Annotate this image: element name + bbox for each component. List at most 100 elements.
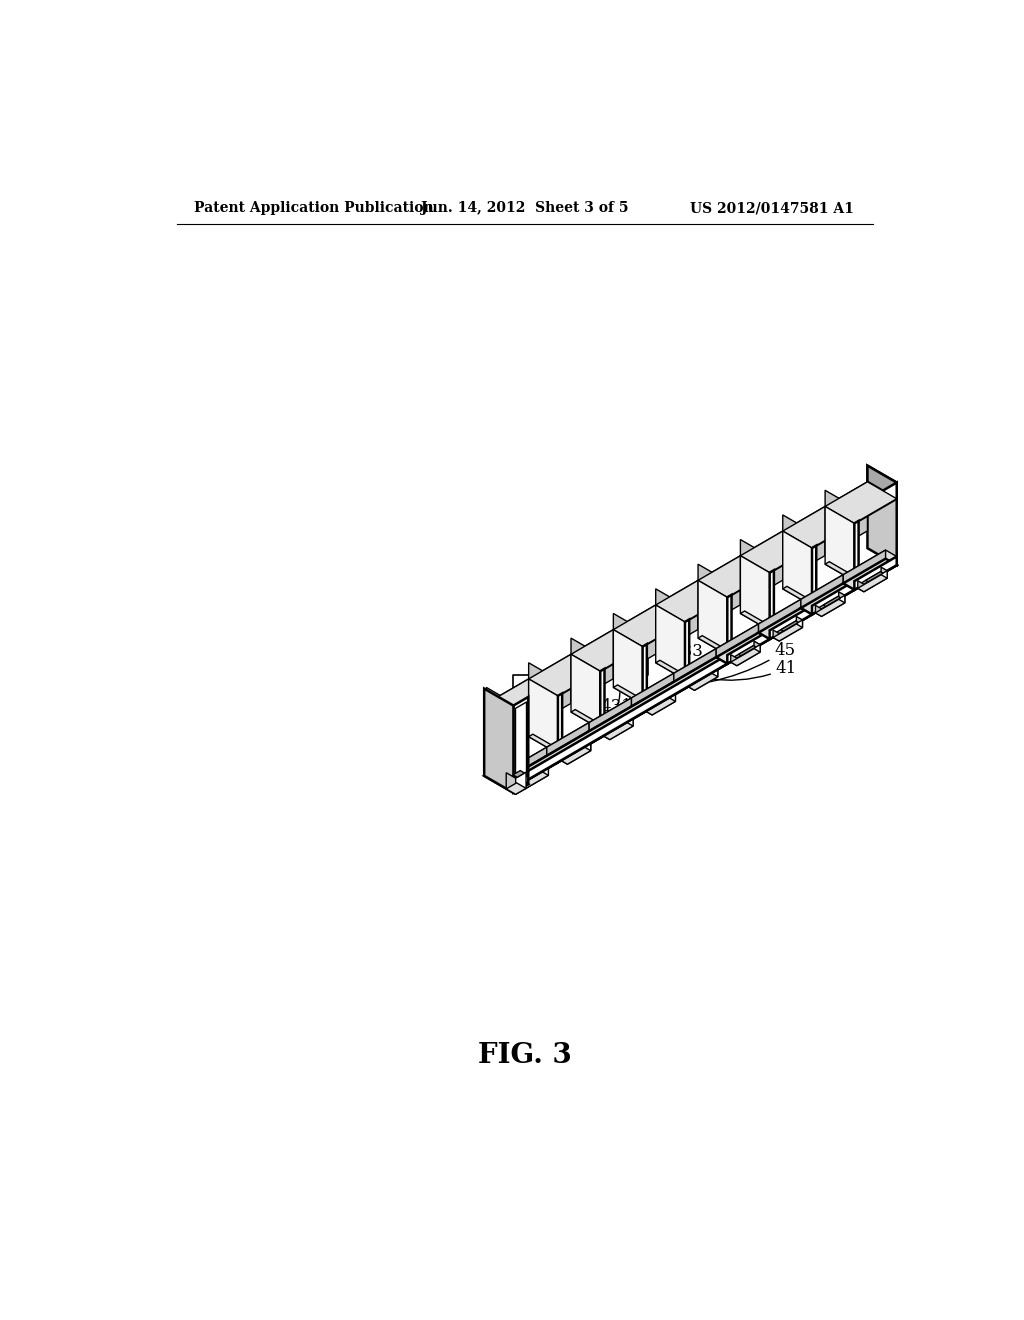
Polygon shape	[643, 680, 685, 713]
Text: 435: 435	[590, 693, 622, 734]
Polygon shape	[854, 521, 858, 581]
Polygon shape	[607, 717, 631, 737]
Polygon shape	[522, 767, 546, 787]
Polygon shape	[558, 655, 600, 696]
Polygon shape	[865, 572, 883, 582]
Polygon shape	[528, 655, 571, 729]
Text: 45: 45	[711, 643, 796, 681]
Polygon shape	[589, 706, 643, 738]
Polygon shape	[797, 616, 803, 627]
Polygon shape	[738, 645, 756, 656]
Polygon shape	[839, 591, 845, 603]
Polygon shape	[571, 630, 643, 671]
Polygon shape	[600, 669, 604, 729]
Polygon shape	[604, 722, 633, 739]
Polygon shape	[506, 783, 526, 795]
Polygon shape	[547, 722, 589, 756]
Polygon shape	[571, 638, 600, 671]
Polygon shape	[782, 507, 825, 581]
Polygon shape	[685, 619, 689, 680]
Polygon shape	[506, 772, 516, 795]
Polygon shape	[674, 648, 727, 680]
Polygon shape	[698, 564, 727, 598]
Polygon shape	[486, 688, 515, 721]
Polygon shape	[770, 532, 812, 573]
Polygon shape	[515, 680, 558, 721]
Polygon shape	[696, 671, 714, 680]
Polygon shape	[698, 636, 731, 655]
Polygon shape	[881, 568, 887, 578]
Polygon shape	[759, 599, 812, 631]
Polygon shape	[727, 595, 731, 655]
Polygon shape	[674, 648, 716, 682]
Polygon shape	[694, 669, 718, 690]
Polygon shape	[515, 718, 520, 779]
Polygon shape	[526, 768, 544, 779]
Polygon shape	[843, 550, 897, 581]
Polygon shape	[727, 557, 770, 598]
Polygon shape	[737, 644, 760, 665]
Polygon shape	[685, 581, 727, 622]
Polygon shape	[613, 685, 647, 705]
Polygon shape	[613, 605, 655, 678]
Polygon shape	[561, 754, 567, 764]
Polygon shape	[528, 678, 558, 754]
Polygon shape	[632, 673, 685, 705]
Polygon shape	[519, 772, 549, 789]
Polygon shape	[692, 668, 716, 688]
Polygon shape	[486, 678, 558, 721]
Polygon shape	[528, 734, 562, 754]
Polygon shape	[484, 689, 513, 793]
Polygon shape	[773, 624, 803, 642]
Text: FIG. 3: FIG. 3	[478, 1041, 571, 1069]
Polygon shape	[861, 569, 885, 589]
Polygon shape	[567, 743, 591, 764]
Polygon shape	[858, 581, 864, 591]
Polygon shape	[773, 630, 779, 642]
Polygon shape	[825, 482, 867, 556]
Polygon shape	[505, 756, 558, 787]
Polygon shape	[779, 620, 803, 642]
Polygon shape	[613, 605, 685, 647]
Text: Patent Application Publication: Patent Application Publication	[194, 202, 433, 215]
Polygon shape	[740, 540, 770, 573]
Polygon shape	[823, 597, 841, 606]
Polygon shape	[740, 611, 774, 631]
Polygon shape	[627, 715, 633, 726]
Polygon shape	[547, 722, 600, 754]
Polygon shape	[674, 657, 727, 688]
Polygon shape	[716, 624, 770, 655]
Polygon shape	[655, 605, 685, 680]
Polygon shape	[770, 606, 812, 639]
Polygon shape	[698, 556, 740, 630]
Polygon shape	[613, 630, 643, 705]
Polygon shape	[484, 767, 528, 793]
Polygon shape	[613, 614, 643, 647]
Polygon shape	[515, 754, 558, 787]
Polygon shape	[505, 747, 547, 780]
Polygon shape	[609, 718, 633, 739]
Polygon shape	[589, 698, 643, 729]
Polygon shape	[486, 759, 520, 779]
Polygon shape	[698, 581, 727, 655]
Polygon shape	[770, 570, 774, 631]
Polygon shape	[740, 556, 770, 631]
Polygon shape	[731, 648, 760, 665]
Polygon shape	[815, 599, 845, 616]
Polygon shape	[513, 697, 528, 793]
Polygon shape	[513, 771, 524, 777]
Polygon shape	[759, 599, 801, 632]
Text: 41: 41	[708, 660, 797, 680]
Polygon shape	[528, 663, 558, 696]
Text: 43: 43	[585, 675, 606, 692]
Polygon shape	[543, 764, 549, 775]
Polygon shape	[688, 680, 694, 690]
Polygon shape	[670, 690, 676, 701]
Polygon shape	[528, 655, 600, 696]
Polygon shape	[825, 507, 854, 581]
Polygon shape	[655, 660, 689, 680]
Polygon shape	[632, 682, 685, 713]
Polygon shape	[646, 698, 676, 715]
Polygon shape	[589, 698, 632, 731]
Polygon shape	[486, 704, 515, 779]
